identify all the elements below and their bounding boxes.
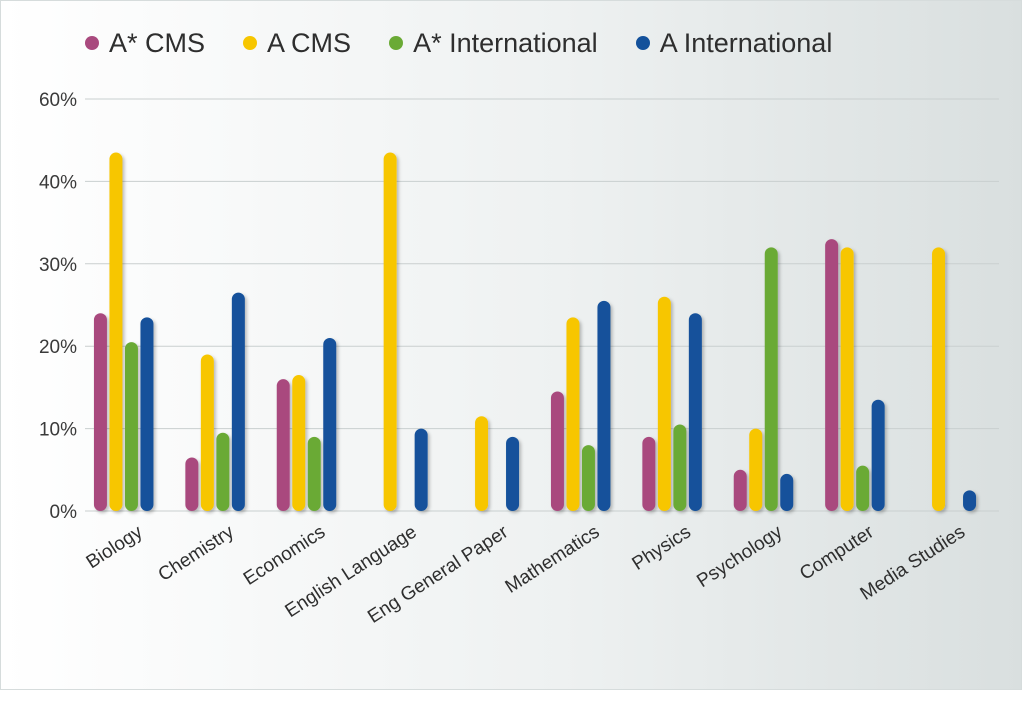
bar [307, 436, 321, 511]
legend-swatch [389, 36, 404, 50]
bar [597, 300, 611, 511]
legend-item: A CMS [243, 28, 351, 59]
bar [673, 424, 687, 511]
bar [688, 313, 702, 511]
bar [566, 317, 580, 511]
legend-swatch [243, 36, 258, 50]
bar [764, 247, 778, 511]
legend-item: A* CMS [85, 28, 205, 59]
y-tick-label: 20% [39, 337, 77, 358]
bar [825, 239, 839, 511]
x-tick-label: Biology [83, 521, 147, 573]
bar-chart: 0% 10% 20% 30% 40% 60% Biology Chemistry Econom… [39, 90, 999, 628]
bar [657, 296, 671, 511]
bar [276, 379, 290, 511]
bar [93, 313, 107, 511]
bar [124, 342, 138, 511]
x-tick-label: Chemistry [155, 521, 239, 585]
bar [581, 445, 595, 511]
legend-swatch [635, 36, 650, 50]
legend-label: A* CMS [109, 27, 206, 58]
x-tick-label: Physics [628, 522, 694, 575]
bar [323, 337, 337, 511]
bar [231, 292, 245, 511]
bar [642, 436, 656, 511]
bar [963, 490, 977, 511]
legend-item: A International [635, 27, 833, 59]
x-tick-label: Psychology [693, 521, 786, 592]
x-tick-label: Economics [240, 522, 329, 590]
legend-label: A* International [413, 27, 598, 58]
bar [749, 428, 763, 511]
bar [140, 317, 154, 511]
bar [216, 432, 230, 511]
x-tick-label: Mathematics [502, 522, 604, 598]
legend-label: A International [659, 27, 833, 58]
legend: A* CMS A CMS A* International A Internation… [85, 23, 870, 63]
bar [200, 354, 214, 511]
bar [733, 469, 747, 511]
y-tick-label: 0% [50, 502, 78, 523]
bar [109, 152, 123, 511]
bar [292, 375, 306, 511]
bar [383, 152, 397, 511]
y-tick-label: 40% [39, 172, 77, 193]
bar [475, 416, 489, 511]
bar [550, 391, 564, 511]
bar [932, 247, 946, 511]
bar [871, 399, 885, 511]
bar [856, 465, 870, 511]
y-tick-label: 10% [39, 420, 77, 441]
bar [414, 428, 428, 511]
bar [780, 473, 794, 511]
legend-swatch [85, 36, 99, 50]
bar [185, 457, 199, 511]
chart-card: A* CMS A CMS A* International A Internation… [0, 0, 1022, 690]
x-tick-label: Computer [796, 521, 878, 584]
bar [506, 436, 520, 511]
bar [840, 247, 854, 511]
legend-label: A CMS [267, 27, 352, 58]
y-tick-label: 30% [39, 255, 77, 276]
y-tick-label: 60% [39, 90, 77, 111]
legend-item: A* International [389, 28, 598, 59]
